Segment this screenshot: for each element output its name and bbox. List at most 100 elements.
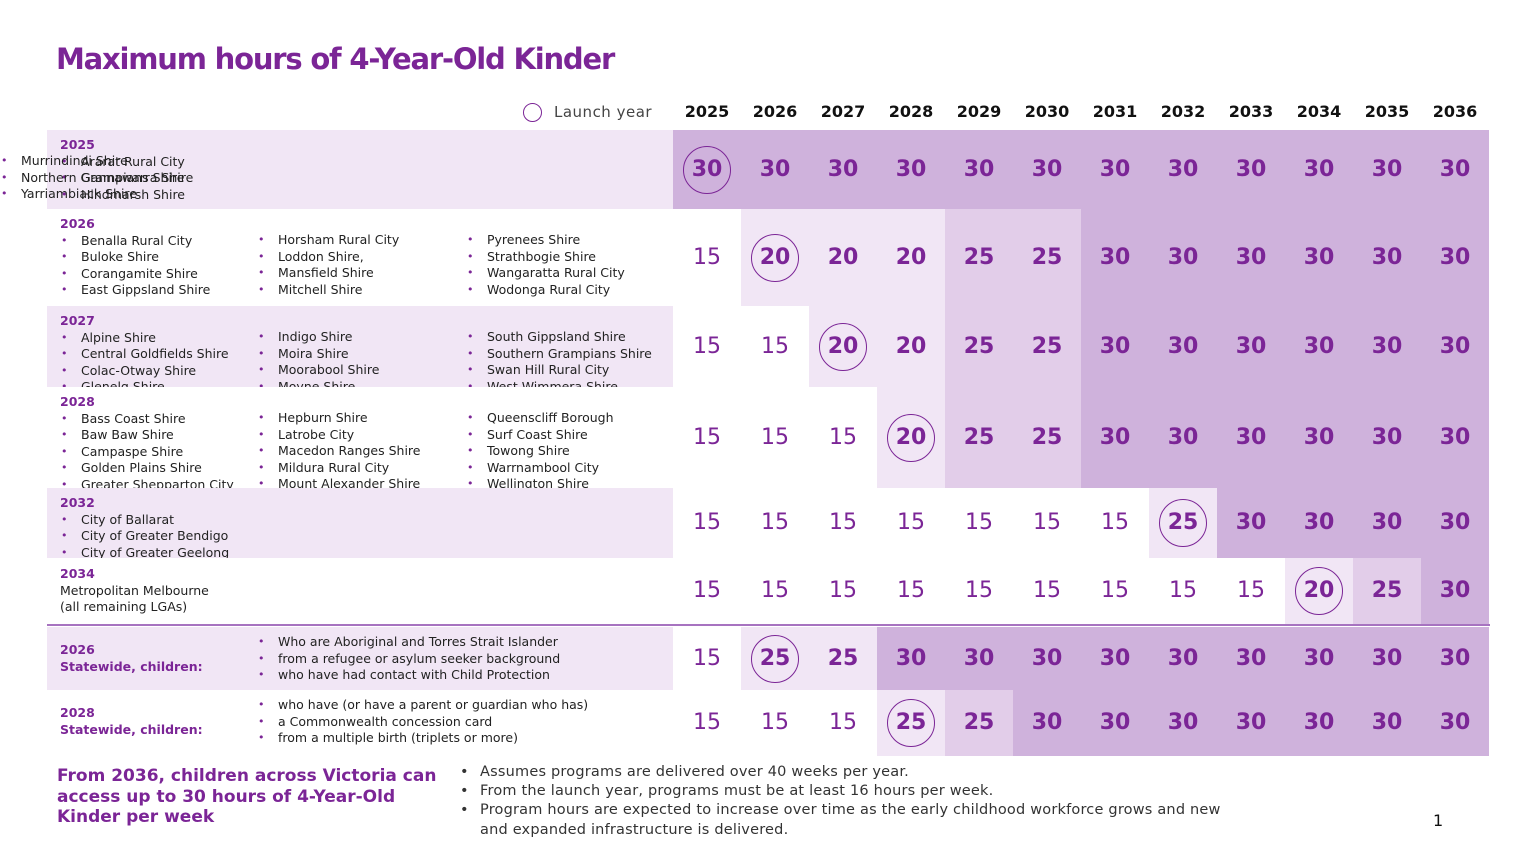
row-group-list: Indigo ShireMoira ShireMoorabool ShireMo…	[257, 329, 379, 395]
hours-cell	[1013, 558, 1081, 624]
hours-value: 30	[1439, 424, 1471, 450]
legend: Launch year	[523, 100, 652, 124]
launch-year-ring	[1159, 499, 1207, 547]
hours-value: 15	[965, 578, 993, 603]
list-item: Indigo Shire	[257, 329, 379, 346]
hours-cell	[877, 306, 945, 387]
hours-value: 30	[1167, 333, 1199, 359]
hours-value: 15	[693, 578, 721, 603]
list-item: Central Goldfields Shire	[60, 346, 229, 363]
hours-value: 15	[897, 510, 925, 535]
year-header: 2027	[820, 102, 866, 121]
hours-cell	[1081, 488, 1149, 558]
hours-value: 30	[1303, 156, 1335, 182]
hours-value: 15	[761, 578, 789, 603]
hours-value: 20	[827, 244, 859, 270]
hours-cell	[673, 627, 741, 690]
hours-cell	[741, 690, 809, 756]
hours-cell	[1353, 558, 1421, 624]
hours-value: 25	[963, 244, 995, 270]
hours-cell	[673, 690, 741, 756]
hours-cell	[1081, 306, 1149, 387]
hours-cell	[1149, 627, 1217, 690]
list-item: Campaspe Shire	[60, 444, 234, 461]
hours-value: 25	[1371, 578, 1403, 603]
launch-year-ring	[751, 634, 799, 683]
hours-value: 30	[1235, 333, 1267, 359]
hours-value: 15	[693, 645, 721, 671]
list-item: Buloke Shire	[60, 249, 210, 266]
hours-cell	[945, 488, 1013, 558]
hours-cell	[1421, 209, 1489, 306]
launch-year-ring	[887, 413, 935, 462]
launch-year-label: 2034	[60, 566, 95, 581]
row-group-list: Hepburn ShireLatrobe CityMacedon Ranges …	[257, 410, 420, 493]
hours-value: 30	[1303, 710, 1335, 735]
hours-value: 30	[1167, 710, 1199, 735]
launch-year-label: 2026	[60, 216, 95, 231]
list-item: Mansfield Shire	[257, 265, 399, 282]
hours-value: 30	[1235, 710, 1267, 735]
hours-cell	[1285, 627, 1353, 690]
hours-cell	[1217, 627, 1285, 690]
list-item: Hepburn Shire	[257, 410, 420, 427]
row-group-label: 2026 Statewide, children:	[60, 642, 203, 675]
page-number: 1	[1433, 811, 1444, 830]
list-item: Mount Alexander Shire	[257, 476, 420, 493]
row-group-list: Who are Aboriginal and Torres Strait Isl…	[257, 634, 560, 684]
hours-value: 30	[963, 645, 995, 671]
list-item: Macedon Ranges Shire	[257, 443, 420, 460]
hours-cell	[1013, 209, 1081, 306]
hours-value: 15	[829, 578, 857, 603]
hours-cell	[1421, 488, 1489, 558]
hours-value: 15	[1033, 578, 1061, 603]
hours-cell	[877, 488, 945, 558]
hours-cell	[945, 130, 1013, 209]
list-item: (all remaining LGAs)	[60, 599, 188, 614]
footer-summary: From 2036, children across Victoria can …	[57, 766, 437, 827]
hours-value: 30	[1371, 333, 1403, 359]
hours-value: 30	[1439, 333, 1471, 359]
hours-cell	[1285, 488, 1353, 558]
list-item: Mitchell Shire	[257, 282, 399, 299]
list-item: Horsham Rural City	[257, 232, 399, 249]
hours-value: 30	[1031, 156, 1063, 182]
hours-cell	[1081, 387, 1149, 488]
row-group-list: Queenscliff BoroughSurf Coast ShireTowon…	[466, 410, 614, 493]
hours-value: 30	[1167, 424, 1199, 450]
page-title: Maximum hours of 4-Year-Old Kinder	[56, 42, 615, 76]
list-item: Yarriambiack Shire	[0, 186, 185, 203]
hours-cell	[1013, 306, 1081, 387]
hours-value: 15	[761, 424, 789, 450]
list-item: Golden Plains Shire	[60, 460, 234, 477]
year-header: 2029	[956, 102, 1002, 121]
hours-cell	[809, 690, 877, 756]
hours-value: 15	[693, 510, 721, 535]
hours-cell	[1421, 690, 1489, 756]
hours-value: 30	[1099, 645, 1131, 671]
hours-value: 30	[1099, 424, 1131, 450]
hours-cell	[877, 558, 945, 624]
hours-value: 20	[827, 333, 859, 359]
hours-value: 30	[1235, 510, 1267, 535]
row-group-list: South Gippsland ShireSouthern Grampians …	[466, 329, 652, 395]
hours-value: 15	[693, 710, 721, 735]
year-header: 2033	[1228, 102, 1274, 121]
hours-cell	[945, 209, 1013, 306]
row-group-list: who have (or have a parent or guardian w…	[257, 697, 588, 747]
hours-value: 30	[1439, 156, 1471, 182]
list-item: East Gippsland Shire	[60, 282, 210, 299]
hours-cell	[1013, 130, 1081, 209]
hours-cell	[809, 558, 877, 624]
list-item: who have (or have a parent or guardian w…	[257, 697, 588, 714]
note-item: Program hours are expected to increase o…	[458, 801, 1248, 839]
hours-cell	[1421, 558, 1489, 624]
hours-value: 30	[1371, 424, 1403, 450]
launch-year-label: 2027	[60, 313, 95, 328]
legend-label: Launch year	[554, 103, 653, 121]
hours-cell	[877, 627, 945, 690]
launch-year-circle-icon	[523, 102, 542, 122]
list-item: Pyrenees Shire	[466, 232, 625, 249]
list-item: City of Greater Bendigo	[60, 528, 229, 545]
row-group-label: 2028 Statewide, children:	[60, 705, 203, 738]
